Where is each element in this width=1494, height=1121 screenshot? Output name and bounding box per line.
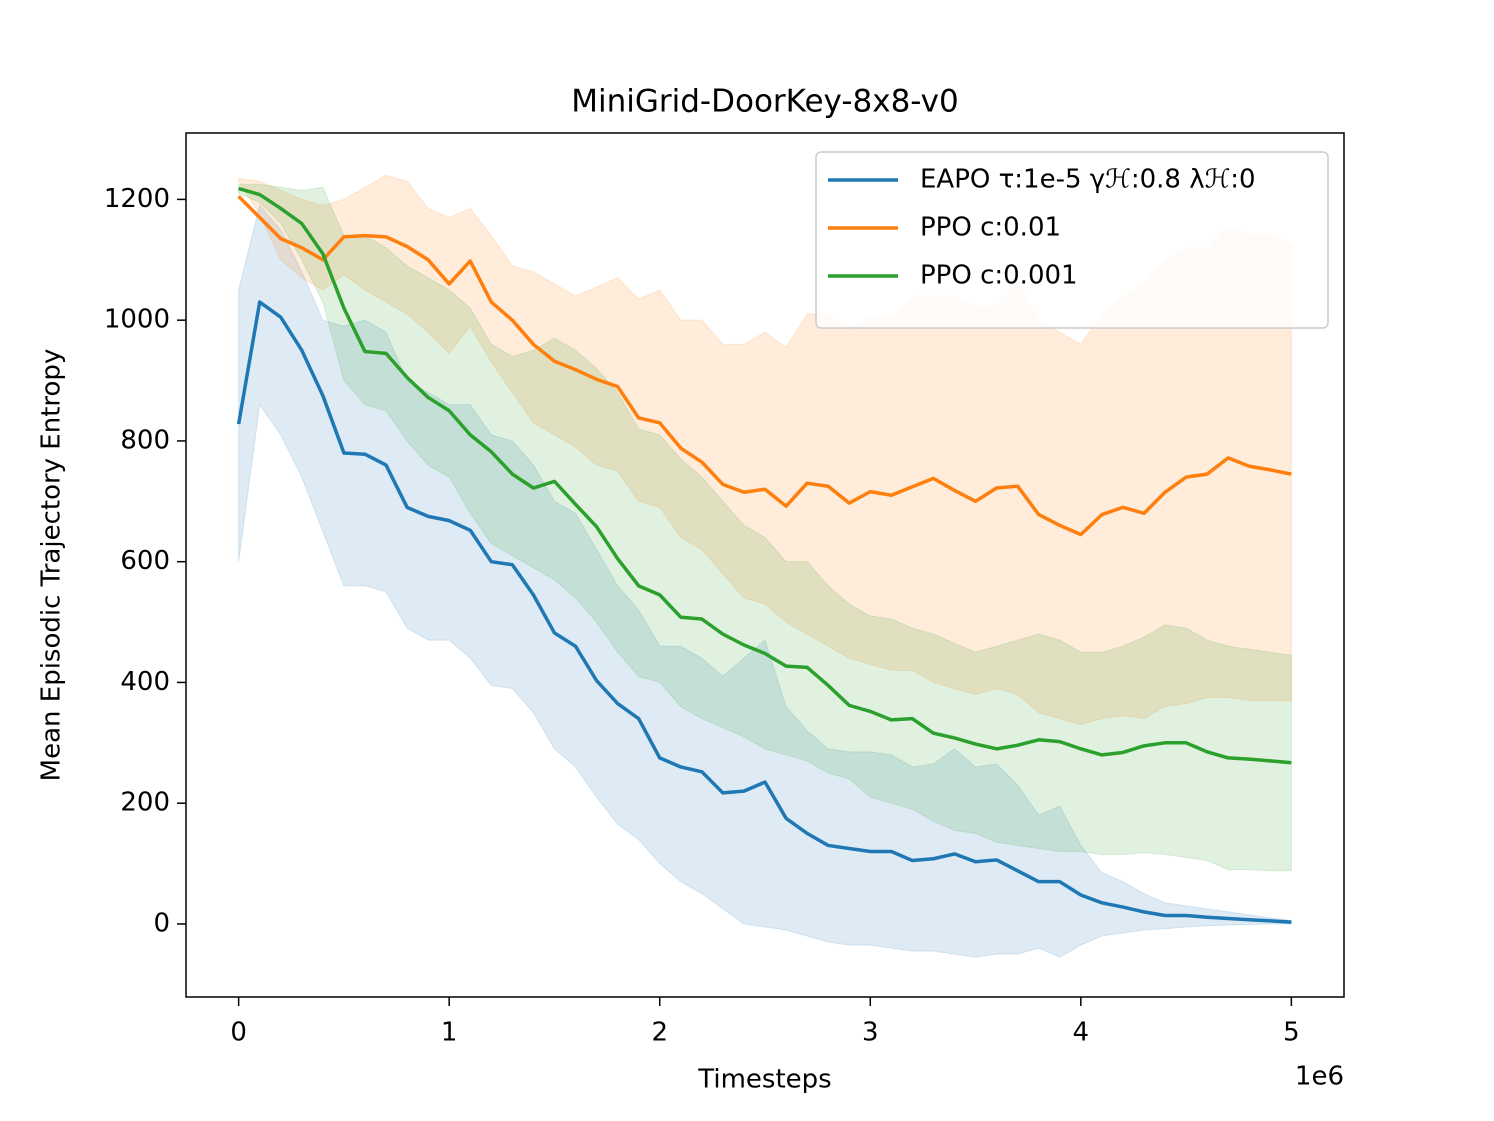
- x-offset-label: 1e6: [1295, 1062, 1344, 1092]
- y-tick-label: 600: [120, 546, 170, 576]
- confidence-band: [238, 204, 1292, 958]
- series-line: [237, 195, 1292, 537]
- x-tick-label: 1: [441, 1018, 458, 1048]
- y-tick-label: 200: [120, 788, 170, 818]
- legend-label: EAPO τ:1e-5 γℋ:0.8 λℋ:0: [920, 165, 1256, 195]
- y-tick-label: 400: [120, 667, 170, 697]
- x-tick-label: 3: [862, 1018, 879, 1048]
- plot-frame: [185, 132, 1345, 998]
- legend-box: [815, 151, 1329, 329]
- y-tick-label: 0: [153, 908, 170, 938]
- series-line: [236, 300, 1292, 924]
- x-tick-label: 4: [1073, 1018, 1090, 1048]
- legend-label: PPO c:0.001: [920, 261, 1078, 291]
- y-tick-label: 1000: [104, 305, 170, 335]
- series-line: [238, 186, 1292, 765]
- y-axis-label: Mean Episodic Trajectory Entropy: [37, 349, 67, 782]
- x-axis-label: Timesteps: [697, 1065, 831, 1095]
- legend-label: PPO c:0.01: [920, 213, 1061, 243]
- y-tick-label: 1200: [104, 184, 170, 214]
- x-tick-label: 0: [230, 1018, 247, 1048]
- confidence-band: [238, 183, 1292, 872]
- x-tick-label: 2: [651, 1018, 668, 1048]
- x-tick-label: 5: [1283, 1018, 1300, 1048]
- y-tick-label: 800: [120, 425, 170, 455]
- chart-title: MiniGrid-DoorKey-8x8-v0: [571, 84, 958, 120]
